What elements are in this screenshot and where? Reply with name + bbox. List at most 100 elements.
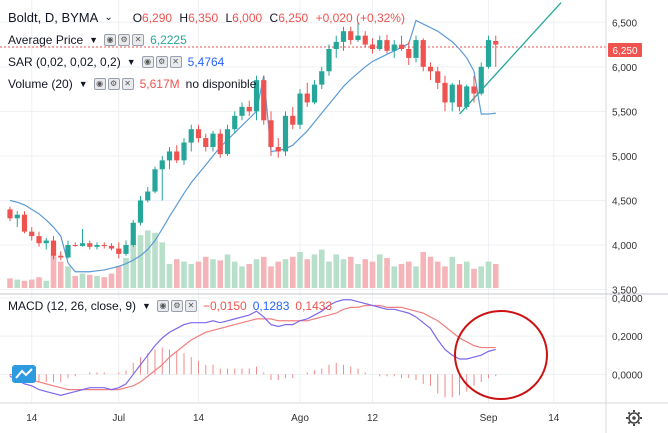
volume-note: no disponible <box>185 77 257 91</box>
volume-bar <box>326 261 332 288</box>
chevron-down-icon: ▼ <box>142 301 151 311</box>
symbol-title[interactable]: Boldt, D, BYMA <box>8 10 99 25</box>
candle <box>50 236 57 260</box>
volume-bar <box>369 261 376 288</box>
average-price-legend[interactable]: Average Price ▼ ◉ ⚙ ✕ 6,2225 <box>8 33 187 47</box>
close-label: C <box>269 10 279 25</box>
time-tick-label: Sep <box>480 413 498 424</box>
volume-bar <box>152 232 158 288</box>
volume-name: Volume (20) <box>8 77 73 91</box>
grid <box>0 0 606 403</box>
volume-legend[interactable]: Volume (20) ▼ ◉ ⚙ ✕ 5,617M no disponible <box>8 77 256 91</box>
settings-icon[interactable]: ⚙ <box>107 78 120 90</box>
close-icon[interactable]: ✕ <box>132 34 145 46</box>
candle <box>471 75 477 103</box>
volume-bar <box>405 261 412 288</box>
volume-bar <box>224 254 231 288</box>
volume-bar <box>463 261 470 288</box>
chevron-down-icon: ▼ <box>126 57 136 67</box>
volume-bar <box>210 259 216 288</box>
volume-bar <box>144 230 151 288</box>
chevron-down-icon: ▼ <box>89 35 99 45</box>
candle <box>413 35 419 63</box>
candle <box>58 251 64 261</box>
candle <box>239 102 245 121</box>
candle <box>246 100 252 116</box>
candle <box>333 35 339 58</box>
candle <box>355 22 361 42</box>
candle <box>224 124 231 156</box>
settings-icon[interactable]: ⚙ <box>118 34 131 46</box>
candle <box>65 240 71 259</box>
sar-name: SAR (0,02, 0,02, 0,2) <box>8 55 121 69</box>
volume-bar <box>101 277 108 288</box>
candle <box>43 237 49 250</box>
volume-bar <box>355 264 361 288</box>
candle <box>275 138 281 158</box>
candle <box>340 26 347 51</box>
chevron-down-icon: ▼ <box>78 79 88 89</box>
price-tick-label: 4,000 <box>612 241 637 252</box>
eye-icon[interactable]: ◉ <box>104 34 117 46</box>
time-tick-label: 14 <box>548 413 560 424</box>
sar-legend[interactable]: SAR (0,02, 0,02, 0,2) ▼ ◉ ⚙ ✕ 5,4764 <box>8 55 224 69</box>
macd-line-value: 0,1283 <box>252 299 290 313</box>
candle <box>116 242 122 259</box>
candle <box>79 228 86 247</box>
volume-bar <box>217 260 224 288</box>
candle <box>181 138 187 165</box>
high-label: H <box>179 10 189 25</box>
volume-bar <box>297 252 303 288</box>
volume-bar <box>376 254 383 288</box>
eye-icon[interactable]: ◉ <box>156 300 169 312</box>
candle <box>362 31 368 48</box>
settings-icon[interactable]: ⚙ <box>170 300 183 312</box>
volume-bar <box>413 266 419 288</box>
settings-icon[interactable]: ⚙ <box>155 56 168 68</box>
macd-tick-label: 0,4000 <box>612 294 643 305</box>
close-icon[interactable]: ✕ <box>121 78 134 90</box>
volume-bar <box>311 254 318 288</box>
candle <box>290 106 296 130</box>
macd-legend[interactable]: MACD (12, 26, close, 9) ▼ ◉ ⚙ ✕ −0,0150 0,… <box>8 299 332 313</box>
volume-bar <box>492 264 499 288</box>
low-value: 6,000 <box>232 10 263 25</box>
time-tick-label: 14 <box>193 413 205 424</box>
volume-bar <box>275 261 282 288</box>
volume-bar <box>318 249 325 288</box>
candle <box>166 147 173 170</box>
candle <box>7 206 13 221</box>
sar-line <box>9 19 496 273</box>
time-axis[interactable]: 14 Jul 14 Ago 12 Sep 14 <box>26 413 560 424</box>
volume-bar <box>231 261 238 288</box>
macd-tick-label: 0,2000 <box>612 332 643 343</box>
price-axis[interactable]: 3,500 4,000 4,500 5,000 5,500 6,000 6,500 0,000… <box>612 18 643 381</box>
volume-bar <box>478 266 485 288</box>
settings-gear-icon[interactable] <box>626 410 642 426</box>
candle <box>174 145 180 164</box>
symbol-menu-chevron-icon[interactable]: ⌄ <box>104 12 113 23</box>
volume-bar <box>427 256 434 288</box>
candle <box>210 130 216 152</box>
macd-signal-value: 0,1433 <box>295 299 333 313</box>
average-price-value: 6,2225 <box>150 33 187 47</box>
eye-icon[interactable]: ◉ <box>141 56 154 68</box>
candle <box>87 240 93 250</box>
candle <box>304 82 310 107</box>
open-label: O <box>132 10 143 25</box>
volume-bar <box>485 261 492 288</box>
close-icon[interactable]: ✕ <box>184 300 197 312</box>
volume-bar <box>21 280 28 288</box>
volume-bar <box>94 276 100 288</box>
volume-bar <box>166 264 173 288</box>
eye-icon[interactable]: ◉ <box>93 78 106 90</box>
price-tick-label: 6,500 <box>612 18 637 29</box>
volume-bar <box>14 279 21 288</box>
trend-line <box>459 2 562 115</box>
volume-bar <box>260 256 267 288</box>
candle <box>36 231 42 247</box>
close-icon[interactable]: ✕ <box>169 56 182 68</box>
volume-bar <box>137 235 144 288</box>
time-tick-label: Ago <box>291 413 309 424</box>
